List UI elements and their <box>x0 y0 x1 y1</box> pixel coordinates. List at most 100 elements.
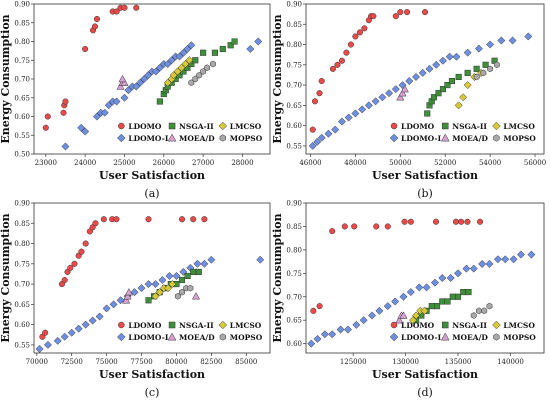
data-point <box>201 216 208 223</box>
y-tick-label: 0.80 <box>14 240 30 248</box>
data-point <box>187 284 194 292</box>
data-point <box>434 303 441 310</box>
data-point <box>120 93 129 102</box>
legend-marker <box>168 321 176 329</box>
y-tick-label: 0.65 <box>14 301 30 309</box>
data-point <box>113 216 120 223</box>
data-point <box>405 77 414 86</box>
legend-label: MOEA/D <box>452 134 488 143</box>
data-point <box>391 85 400 94</box>
legend-item: NSGA-II <box>441 122 487 131</box>
data-point <box>309 126 316 133</box>
data-point <box>435 90 442 97</box>
series-ldomo-i <box>35 255 265 353</box>
data-point <box>178 276 186 284</box>
data-point <box>100 108 109 117</box>
x-tick-label: 26000 <box>153 159 175 167</box>
data-point <box>351 109 360 118</box>
data-point <box>317 133 326 142</box>
data-point <box>474 44 483 53</box>
legend-label: NSGA-II <box>179 321 214 330</box>
data-point <box>347 41 354 48</box>
legend-label: LDOMO-I <box>128 134 169 143</box>
series-mopso <box>470 302 493 319</box>
series-nsga-ii <box>424 57 498 117</box>
data-point <box>449 293 456 300</box>
data-point <box>254 37 263 46</box>
y-tick-label: 0.75 <box>14 260 30 268</box>
legend-item: LMCSO <box>492 320 535 330</box>
series-ldomo-i <box>308 32 533 150</box>
data-point <box>370 13 377 20</box>
legend-item: NSGA-II <box>168 122 214 131</box>
y-tick-label: 0.75 <box>286 61 302 69</box>
legend-label: LMCSO <box>230 122 262 131</box>
legend-item: MOPSO <box>219 134 263 143</box>
legend-label: LDOMO-I <box>128 333 169 342</box>
legend-item: MOEA/D <box>440 332 488 342</box>
data-point <box>422 283 431 292</box>
legend-label: LDOMO <box>128 321 162 330</box>
legend-item: NSGA-II <box>168 321 214 330</box>
legend-item: LDOMO <box>390 122 435 131</box>
series-lmcso <box>163 56 194 87</box>
legend-item: LMCSO <box>218 121 262 131</box>
data-point <box>163 60 172 68</box>
data-point <box>173 67 182 76</box>
legend-marker <box>390 321 398 329</box>
data-point <box>44 113 51 120</box>
data-point <box>399 311 408 319</box>
data-point <box>482 61 489 68</box>
data-point <box>35 344 44 353</box>
data-point <box>82 240 89 247</box>
data-point <box>400 84 409 93</box>
legend-item: MOPSO <box>219 333 263 342</box>
legend-item: MOPSO <box>493 134 536 143</box>
x-tick-label: 80000 <box>165 358 187 366</box>
data-point <box>352 33 359 40</box>
data-point <box>424 110 431 117</box>
legend-marker <box>389 133 399 143</box>
data-point <box>403 9 411 16</box>
data-point <box>61 142 70 151</box>
data-point <box>448 77 455 85</box>
y-tick-label: 0.60 <box>14 321 30 329</box>
data-point <box>71 260 78 267</box>
data-point <box>227 42 234 49</box>
series-ldomo <box>39 216 208 340</box>
legend-item: MOPSO <box>493 333 536 342</box>
legend-marker <box>118 122 125 130</box>
data-point <box>378 93 387 102</box>
data-point <box>334 61 341 68</box>
data-point <box>497 36 506 45</box>
series-mopso <box>473 61 500 81</box>
data-point <box>109 300 118 309</box>
data-point <box>74 324 83 333</box>
data-point <box>77 123 86 132</box>
data-point <box>337 117 346 126</box>
legend-label: LDOMO <box>128 122 162 131</box>
data-point <box>60 109 67 116</box>
data-point <box>486 40 495 49</box>
y-tick-label: 0.65 <box>14 94 30 102</box>
legend-label: LDOMO <box>401 122 435 131</box>
data-point <box>493 255 502 264</box>
y-axis-label: Energy Consumption <box>0 14 12 143</box>
legend-item: MOEA/D <box>167 332 215 342</box>
data-point <box>116 296 125 305</box>
x-tick-label: 24000 <box>74 159 96 167</box>
y-tick-label: 0.85 <box>286 223 302 231</box>
data-point <box>195 268 202 275</box>
legend-label: MOPSO <box>230 333 263 342</box>
data-point <box>165 271 174 280</box>
data-point <box>408 316 417 325</box>
data-point <box>341 223 348 230</box>
data-point <box>439 86 447 93</box>
data-point <box>524 32 533 41</box>
data-point <box>454 101 463 110</box>
data-point <box>246 45 255 53</box>
data-point <box>179 48 188 57</box>
legend-marker <box>441 122 449 130</box>
legend-label: NSGA-II <box>179 122 214 131</box>
data-point <box>168 280 177 289</box>
